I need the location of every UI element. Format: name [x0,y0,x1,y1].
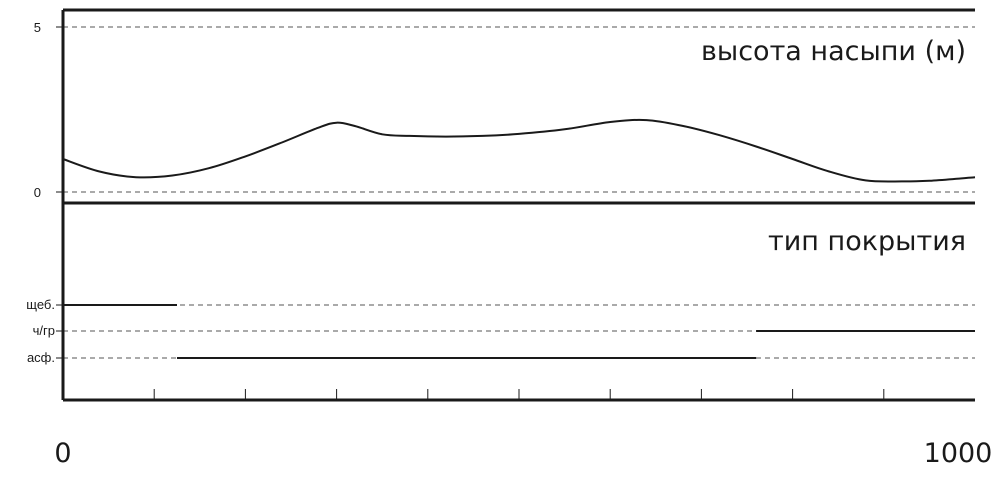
embankment-height-line [62,118,976,183]
x-axis-min-label: 0 [54,438,71,469]
surface-category-label: асф. [27,350,55,365]
surface-segments [63,304,975,359]
surface-panel-title: тип покрытия [768,226,966,257]
x-axis-max-label: 1000 [924,438,993,469]
surface-category-label: ч/гр [33,323,55,338]
gridlines [63,26,975,359]
surface-category-label: щеб. [26,297,55,312]
axes-frame [61,8,975,402]
height-tick-label: 0 [34,185,41,200]
surface-category-labels: щеб. ч/гр асф. [26,297,63,365]
height-y-ticks: 50 [34,20,63,200]
height-panel: высота насыпи (м) 50 [34,20,976,200]
surface-panel: тип покрытия щеб. ч/гр асф. [26,226,975,365]
height-panel-title: высота насыпи (м) [701,36,966,67]
height-tick-label: 5 [34,20,41,35]
x-axis-ticks [153,389,885,400]
